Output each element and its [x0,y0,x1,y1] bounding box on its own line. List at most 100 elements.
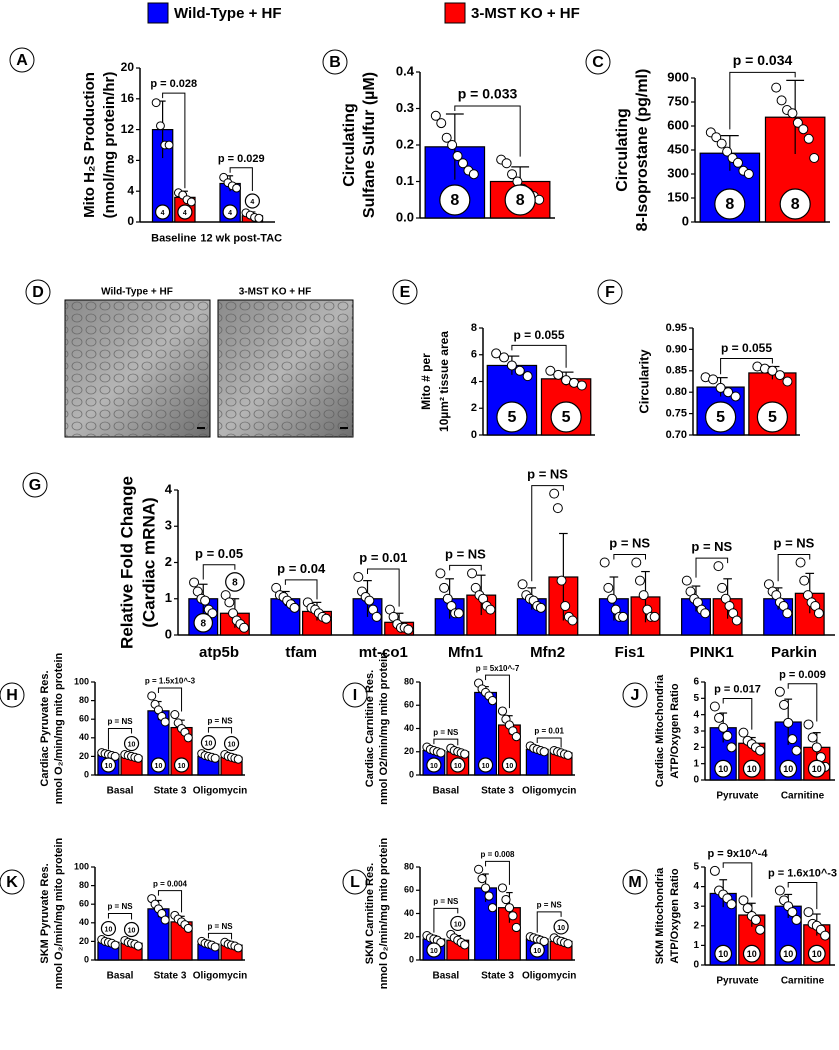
significance-bracket [613,554,646,560]
micrograph-texture [65,300,210,437]
data-point [556,575,567,586]
data-point [441,132,452,143]
n-circle [742,759,761,778]
y-tick-label: 5 [693,693,699,704]
y-tick-label: 40 [79,917,89,927]
data-point [170,710,180,720]
significance-bracket [433,738,459,746]
y-tick-label: 0 [165,626,172,641]
y-axis-label: ATP/Oxygen Ratio [669,868,681,963]
y-tick-label: 4 [165,481,173,496]
data-point [681,575,692,586]
significance-bracket [536,737,562,748]
y-axis-label: Cardiac Pyruvate Res. [39,670,51,786]
x-tick-label: Parkin [771,644,817,661]
y-tick-label: 4 [127,183,134,197]
y-tick-label: 0.4 [396,63,415,78]
data-point [535,602,546,613]
data-point [807,732,818,743]
x-tick-label: Oligomycin [193,786,247,797]
y-tick-label: 20 [79,751,89,761]
n-circle [504,184,536,216]
data-point [599,557,610,568]
y-tick-label: 4 [693,709,699,720]
data-point [452,150,463,161]
n-circle [501,757,518,773]
data-point [534,194,545,205]
data-point [750,914,761,925]
chart-panel: H Cardiac Pyruvate Res. nmol O₂/min/mg mit… [0,652,247,804]
data-point [522,371,533,382]
data-point [792,117,803,128]
x-tick-label: mt-co1 [359,644,408,661]
y-tick-label: 0 [471,429,477,441]
p-value-label: p = NS [107,717,133,726]
n-label: 8 [791,196,800,213]
chart-panel: C Circulating 8-Isoprostane (pg/ml) 0 150 300… [585,49,830,231]
y-axis-label: Sulfane Sulfur (µM) [361,72,378,218]
data-point [151,98,161,108]
significance-bracket [284,579,318,600]
p-value-label: p = 0.034 [733,52,793,68]
data-point [460,940,470,950]
n-label: 5 [716,409,725,426]
chart-panel: F Circularity 0.70 0.75 0.80 0.85 0.90 0.95 5 5 p … [597,279,800,441]
y-axis-label: ATP/Oxygen Ratio [669,683,681,778]
data-point [497,883,508,893]
data-point [353,572,364,582]
y-axis-label: Circulating [341,103,358,187]
y-axis-label: Cardiac Mitochondria [654,674,666,787]
y-tick-label: 6 [471,349,477,361]
y-tick-label: 1 [693,758,699,769]
data-point [506,360,517,371]
data-point [539,747,549,757]
data-point [767,365,778,376]
y-axis-label: Relative Fold Change [117,476,136,649]
n-label: 10 [454,763,462,770]
p-value-label: p = 0.033 [458,85,518,101]
data-point [156,121,165,131]
significance-bracket [729,71,796,130]
data-point [743,169,754,179]
n-circle [200,735,217,751]
y-axis-label: nmol O₂/min/mg mito protein [53,652,65,804]
x-tick-label: 12 wk post-TAC [200,232,282,244]
data-point [774,370,785,381]
y-tick-label: 2 [693,742,699,753]
data-point [563,750,573,760]
panel-letter-circle [342,682,368,708]
data-point [435,568,446,579]
x-tick-label: PINK1 [690,644,734,661]
data-point [210,753,220,763]
data-point [732,157,743,168]
data-point [742,903,753,914]
x-tick-label: Mfn2 [530,644,565,661]
chart-panel: B Circulating Sulfane Sulfur (µM) 0.0 0.1 0.2… [322,49,555,224]
data-point [709,865,720,876]
y-tick-label: 4 [471,375,478,387]
data-point [563,939,573,949]
data-point [447,140,458,150]
data-point [700,608,711,619]
data-point [774,885,785,896]
x-tick-label: Basal [107,786,134,797]
y-axis-label: Mito H₂S Production [81,72,98,218]
data-point [501,894,511,905]
data-point [254,213,264,223]
n-label: 10 [812,764,822,774]
n-circle [779,944,798,963]
panel-letter-circle [342,869,368,895]
data-point [457,158,468,169]
significance-bracket [777,554,811,582]
n-circle [705,401,737,433]
y-tick-label: 0 [682,213,689,228]
panel-letter: C [592,54,604,71]
significance-bracket [107,728,133,750]
x-tick-label: Pyruvate [716,976,759,987]
data-point [714,712,725,723]
data-point [477,874,487,884]
data-point [553,369,564,380]
n-label: 5 [562,409,571,426]
y-tick-label: 80 [79,695,89,705]
y-tick-label: 0 [693,960,699,971]
